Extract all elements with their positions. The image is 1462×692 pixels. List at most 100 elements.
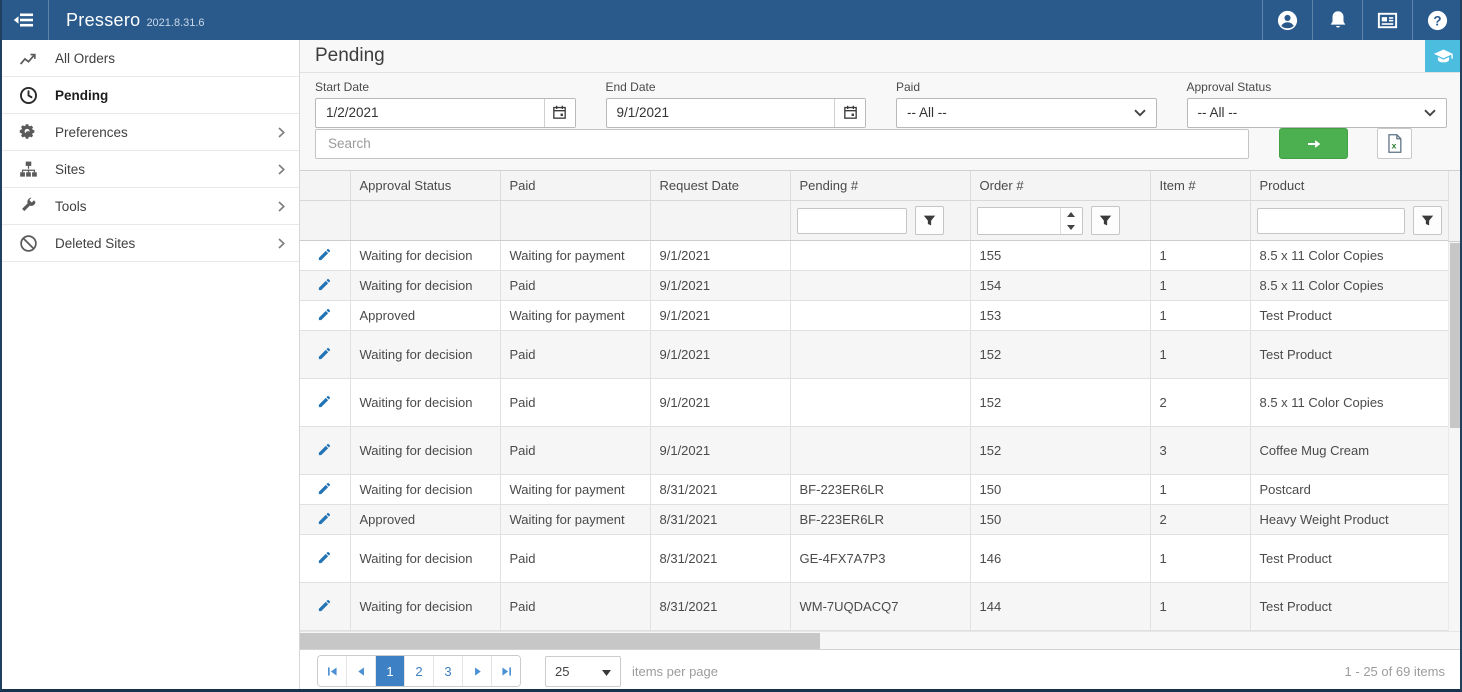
news-button[interactable]: [1362, 0, 1412, 40]
cell-item-number: 2: [1150, 379, 1250, 427]
start-date-calendar-button[interactable]: [544, 99, 575, 127]
cell-item-number: 1: [1150, 241, 1250, 271]
edit-pencil-icon[interactable]: [317, 307, 332, 322]
sidebar-item-all-orders[interactable]: All Orders: [0, 40, 299, 77]
edit-pencil-icon[interactable]: [317, 550, 332, 565]
edit-pencil-icon[interactable]: [317, 598, 332, 613]
arrow-right-icon: [1305, 135, 1323, 153]
column-header-item-number[interactable]: Item #: [1150, 171, 1250, 201]
stepper-down-button[interactable]: [1061, 221, 1082, 234]
training-button[interactable]: [1425, 40, 1462, 72]
column-header-approval-status[interactable]: Approval Status: [350, 171, 500, 201]
sidebar-item-tools[interactable]: Tools: [0, 188, 299, 225]
column-header-product[interactable]: Product: [1250, 171, 1448, 201]
pager-last-button[interactable]: [491, 656, 520, 686]
column-header-pending-number[interactable]: Pending #: [790, 171, 970, 201]
end-date-field: End Date: [606, 80, 867, 128]
horizontal-scrollbar[interactable]: [300, 631, 1462, 649]
edit-pencil-icon[interactable]: [317, 277, 332, 292]
page-size-value: 25: [555, 664, 569, 679]
cell-paid: Paid: [500, 271, 650, 301]
vertical-scrollbar[interactable]: [1448, 242, 1462, 632]
sidebar-collapse-button[interactable]: [0, 0, 49, 40]
approval-status-select[interactable]: -- All --: [1187, 98, 1448, 128]
cell-order-number: 146: [970, 535, 1150, 583]
sidebar-item-preferences[interactable]: Preferences: [0, 114, 299, 151]
main-content: Pending Start Date: [300, 40, 1462, 692]
pager-previous-button[interactable]: [346, 656, 375, 686]
cell-product: Postcard: [1250, 475, 1448, 505]
cell-approval-status: Approved: [350, 505, 500, 535]
pager-first-button[interactable]: [318, 656, 346, 686]
table-row: Waiting for decision Waiting for payment…: [300, 241, 1448, 271]
product-filter-input[interactable]: [1257, 208, 1406, 234]
page-size-select[interactable]: 25: [545, 656, 621, 687]
sidebar-item-deleted-sites[interactable]: Deleted Sites: [0, 225, 299, 262]
paid-select-value: -- All --: [907, 105, 947, 120]
svg-text:?: ?: [1433, 13, 1441, 28]
cell-paid: Paid: [500, 379, 650, 427]
order-number-filter-stepper: [977, 207, 1083, 235]
arrow-left-icon: [355, 665, 368, 678]
end-date-calendar-button[interactable]: [834, 99, 865, 127]
cell-pending-number: BF-223ER6LR: [790, 505, 970, 535]
pager-page-2[interactable]: 2: [404, 656, 433, 686]
start-date-field: Start Date: [315, 80, 576, 128]
edit-pencil-icon[interactable]: [317, 247, 332, 262]
sidebar-item-sites[interactable]: Sites: [0, 151, 299, 188]
start-date-input[interactable]: [316, 99, 544, 127]
edit-pencil-icon[interactable]: [317, 511, 332, 526]
order-number-filter-input[interactable]: [978, 208, 1060, 234]
notifications-button[interactable]: [1312, 0, 1362, 40]
cell-order-number: 153: [970, 301, 1150, 331]
calendar-icon: [551, 104, 568, 121]
account-button[interactable]: [1262, 0, 1312, 40]
edit-pencil-icon[interactable]: [317, 394, 332, 409]
cell-product: Test Product: [1250, 583, 1448, 631]
order-number-filter-button[interactable]: [1091, 206, 1120, 235]
cell-approval-status: Waiting for decision: [350, 331, 500, 379]
pager-next-button[interactable]: [462, 656, 491, 686]
product-filter-button[interactable]: [1413, 206, 1442, 235]
cell-pending-number: [790, 331, 970, 379]
search-input[interactable]: [315, 129, 1249, 159]
blocked-icon: [19, 234, 43, 253]
pager-page-3[interactable]: 3: [433, 656, 462, 686]
approval-status-select-value: -- All --: [1198, 105, 1238, 120]
paid-field: Paid -- All --: [896, 80, 1157, 128]
chart-line-icon: [19, 49, 43, 68]
export-excel-button[interactable]: x: [1377, 128, 1412, 159]
pending-number-filter-input[interactable]: [797, 208, 907, 234]
edit-pencil-icon[interactable]: [317, 481, 332, 496]
cell-product: 8.5 x 11 Color Copies: [1250, 379, 1448, 427]
cell-order-number: 150: [970, 475, 1150, 505]
cell-request-date: 8/31/2021: [650, 475, 790, 505]
cell-pending-number: BF-223ER6LR: [790, 475, 970, 505]
pager-page-1[interactable]: 1: [375, 656, 404, 686]
cell-product: Coffee Mug Cream: [1250, 427, 1448, 475]
cell-item-number: 2: [1150, 505, 1250, 535]
cell-order-number: 155: [970, 241, 1150, 271]
column-header-request-date[interactable]: Request Date: [650, 171, 790, 201]
stepper-up-button[interactable]: [1061, 208, 1082, 221]
edit-pencil-icon[interactable]: [317, 442, 332, 457]
cell-order-number: 154: [970, 271, 1150, 301]
caret-down-icon: [602, 664, 611, 679]
horizontal-scrollbar-thumb[interactable]: [300, 633, 820, 649]
paid-select[interactable]: -- All --: [896, 98, 1157, 128]
pending-number-filter-button[interactable]: [915, 206, 944, 235]
column-header-paid[interactable]: Paid: [500, 171, 650, 201]
help-button[interactable]: ?: [1412, 0, 1462, 40]
vertical-scrollbar-thumb[interactable]: [1450, 243, 1462, 428]
funnel-icon: [923, 214, 936, 227]
search-go-button[interactable]: [1279, 128, 1348, 159]
edit-pencil-icon[interactable]: [317, 346, 332, 361]
cell-approval-status: Waiting for decision: [350, 379, 500, 427]
gears-icon: [19, 123, 43, 142]
newspaper-icon: [1376, 9, 1399, 32]
column-header-edit: [300, 171, 350, 201]
end-date-input[interactable]: [607, 99, 835, 127]
chevron-right-icon: [278, 238, 285, 249]
sidebar-item-pending[interactable]: Pending: [0, 77, 299, 114]
column-header-order-number[interactable]: Order #: [970, 171, 1150, 201]
